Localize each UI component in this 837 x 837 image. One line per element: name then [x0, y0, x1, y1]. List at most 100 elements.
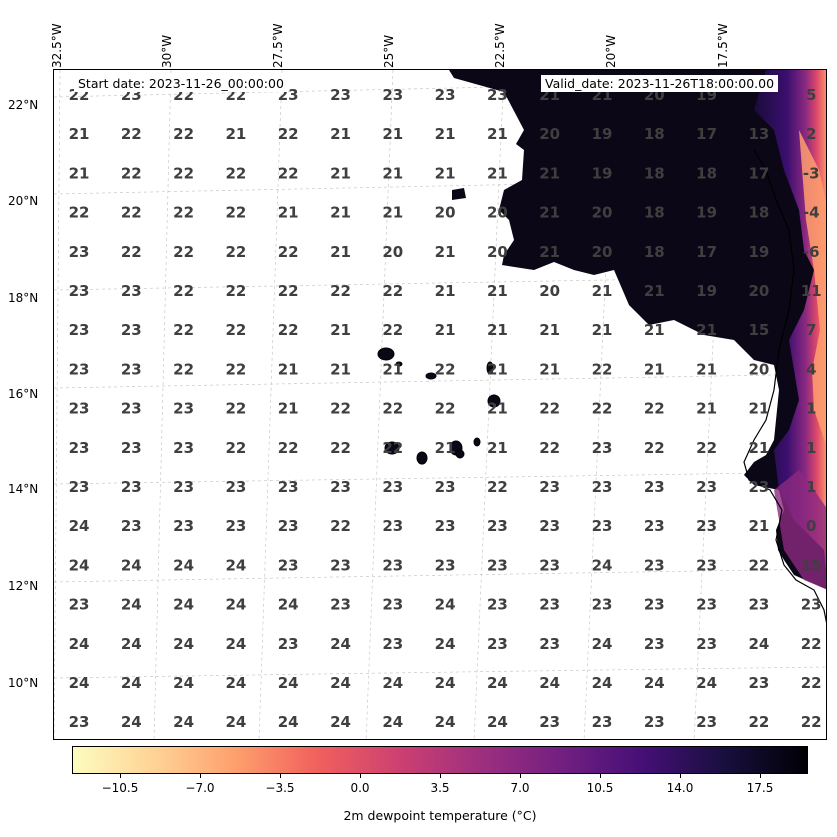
- grid-value: 23: [69, 400, 90, 418]
- grid-value: 23: [382, 596, 403, 614]
- grid-value: 21: [435, 125, 456, 143]
- grid-value: 23: [644, 556, 665, 574]
- grid-value: 21: [382, 125, 403, 143]
- grid-value: 23: [539, 556, 560, 574]
- grid-value: 23: [173, 400, 194, 418]
- grid-value: 21: [435, 321, 456, 339]
- grid-value: 22: [121, 204, 142, 222]
- grid-value: 22: [278, 282, 299, 300]
- grid-value: 24: [121, 674, 142, 692]
- grid-value: 22: [225, 321, 246, 339]
- grid-value: 22: [278, 125, 299, 143]
- grid-value: 23: [592, 439, 613, 457]
- dewpoint-value-grid: 22 23 22 22 23 23 23 23 23 21 21 20 19 521 22 22 21 22 21 2…: [69, 86, 822, 731]
- start-date-label: Start date: 2023-11-26_00:00:00: [74, 75, 288, 92]
- grid-value: 24: [69, 556, 90, 574]
- grid-value: 22: [121, 164, 142, 182]
- grid-value: 24: [278, 713, 299, 731]
- grid-value: 18: [644, 204, 665, 222]
- grid-value: 21: [748, 439, 769, 457]
- grid-value: 22: [225, 204, 246, 222]
- grid-value: 21: [696, 321, 717, 339]
- grid-value: 24: [644, 674, 665, 692]
- grid-value: 21: [644, 282, 665, 300]
- grid-value: 22: [69, 204, 90, 222]
- grid-value: 23: [487, 556, 508, 574]
- grid-value: 23: [487, 596, 508, 614]
- grid-value: 20: [592, 243, 613, 261]
- colorbar-tick-label: 10.5: [586, 781, 614, 795]
- grid-value: 23: [121, 478, 142, 496]
- grid-value: 22: [225, 243, 246, 261]
- grid-value: 24: [69, 674, 90, 692]
- grid-value: 20: [539, 125, 560, 143]
- grid-value: 23: [225, 517, 246, 535]
- islands: [377, 347, 501, 465]
- grid-value: 23: [330, 86, 351, 104]
- grid-value: 22: [801, 713, 822, 731]
- grid-value: 22: [225, 282, 246, 300]
- grid-value: 22: [173, 282, 194, 300]
- grid-value: 23: [382, 478, 403, 496]
- grid-value: 23: [644, 478, 665, 496]
- grid-value: 17: [696, 125, 717, 143]
- grid-value: 21: [592, 321, 613, 339]
- grid-value: 1: [806, 478, 816, 496]
- grid-value: 19: [592, 164, 613, 182]
- grid-value: 21: [539, 164, 560, 182]
- grid-value: 4: [806, 360, 816, 378]
- grid-value: 23: [278, 635, 299, 653]
- grid-value: 23: [121, 321, 142, 339]
- grid-value: 23: [539, 517, 560, 535]
- grid-value: 23: [69, 439, 90, 457]
- grid-value: 23: [121, 439, 142, 457]
- colorbar-title: 2m dewpoint temperature (°C): [343, 808, 537, 823]
- colorbar-tick: [760, 774, 761, 778]
- grid-value: 21: [225, 125, 246, 143]
- grid-value: 21: [487, 400, 508, 418]
- grid-value: 19: [592, 125, 613, 143]
- grid-value: 23: [592, 596, 613, 614]
- grid-value: 21: [435, 243, 456, 261]
- grid-value: 21: [487, 360, 508, 378]
- grid-value: 13: [748, 125, 769, 143]
- grid-value: 17: [748, 164, 769, 182]
- grid-value: 22: [173, 164, 194, 182]
- lon-label-17-5w: 17.5°W: [716, 23, 730, 68]
- grid-value: 23: [382, 517, 403, 535]
- colorbar-tick: [120, 774, 121, 778]
- grid-value: 22: [592, 360, 613, 378]
- grid-value: 23: [487, 635, 508, 653]
- grid-value: 23: [330, 556, 351, 574]
- grid-value: 21: [435, 164, 456, 182]
- grid-value: 15: [748, 321, 769, 339]
- lon-label-32-5w: 32.5°W: [50, 23, 64, 68]
- grid-value: 22: [330, 400, 351, 418]
- grid-value: 23: [278, 556, 299, 574]
- map-panel[interactable]: 22 23 22 22 23 23 23 23 23 21 21 20 19 5 21 22 22 21 22 21 2…: [53, 69, 827, 740]
- grid-value: 23: [748, 478, 769, 496]
- map-canvas: 22 23 22 22 23 23 23 23 23 21 21 20 19 521 22 22 21 22 21 2…: [54, 70, 826, 739]
- grid-value: 19: [748, 243, 769, 261]
- colorbar-tick: [520, 774, 521, 778]
- grid-value: 23: [382, 556, 403, 574]
- colorbar-tick: [200, 774, 201, 778]
- grid-value: 21: [69, 125, 90, 143]
- grid-value: 23: [173, 478, 194, 496]
- lat-label-18n: 18°N: [8, 291, 39, 305]
- grid-value: 18: [696, 164, 717, 182]
- grid-value: 22: [435, 360, 456, 378]
- grid-value: 23: [592, 713, 613, 731]
- grid-value: 23: [225, 478, 246, 496]
- grid-value: 24: [121, 596, 142, 614]
- grid-value: 19: [696, 282, 717, 300]
- grid-value: 23: [696, 556, 717, 574]
- grid-value: 20: [748, 282, 769, 300]
- grid-value: 22: [278, 164, 299, 182]
- grid-value: 21: [487, 125, 508, 143]
- grid-value: 21: [487, 439, 508, 457]
- grid-value: 22: [801, 635, 822, 653]
- grid-value: 22: [173, 204, 194, 222]
- grid-value: 22: [592, 400, 613, 418]
- grid-value: 22: [435, 400, 456, 418]
